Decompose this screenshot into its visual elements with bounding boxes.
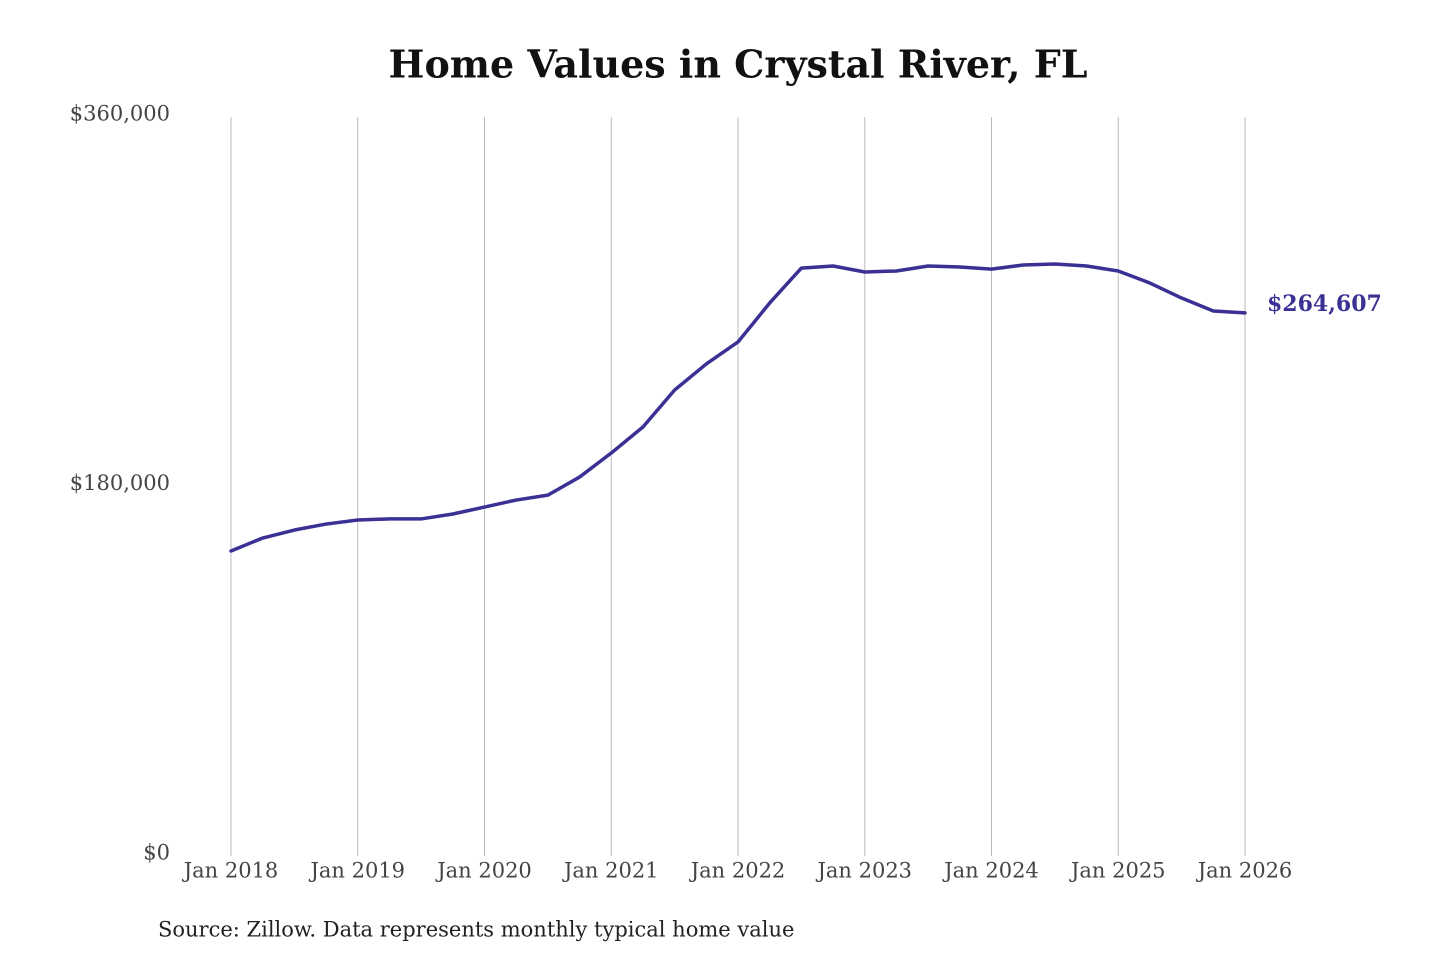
value-label: $264,607 [1267,291,1382,317]
y-tick-label: $360,000 [70,102,170,126]
x-tick-label: Jan 2022 [689,859,786,883]
line-series [229,262,1247,553]
x-tick-label: Jan 2018 [182,859,279,883]
chart-title: Home Values in Crystal River, FL [389,42,1088,87]
source-note: Source: Zillow. Data represents monthly … [158,918,794,942]
x-tick-label: Jan 2023 [815,859,912,883]
y-tick-label: $180,000 [70,471,170,495]
x-tick-label: Jan 2021 [562,859,659,883]
y-tick-label: $0 [143,841,170,865]
x-tick-label: Jan 2026 [1196,859,1293,883]
x-tick-label: Jan 2019 [308,859,405,883]
x-tick-label: Jan 2025 [1069,859,1166,883]
x-tick-label: Jan 2020 [435,859,532,883]
x-tick-label: Jan 2024 [942,859,1039,883]
